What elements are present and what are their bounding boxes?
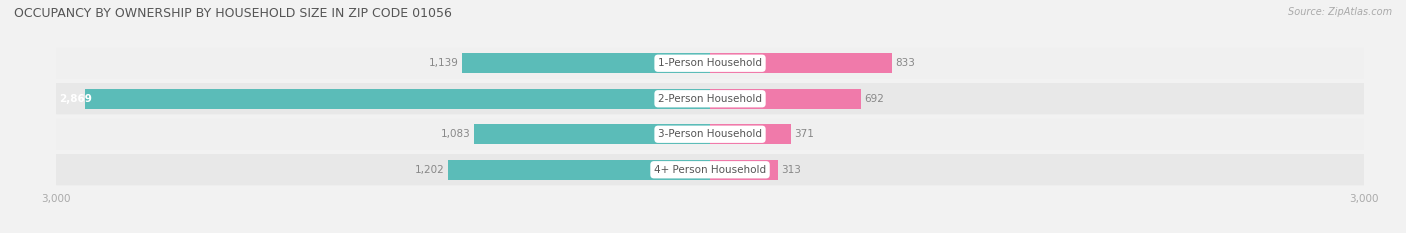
Bar [461, 54, 710, 73]
Text: 3-Person Household: 3-Person Household [658, 129, 762, 139]
Text: 692: 692 [865, 94, 884, 104]
FancyBboxPatch shape [56, 119, 1364, 150]
Bar [449, 160, 710, 179]
Text: OCCUPANCY BY OWNERSHIP BY HOUSEHOLD SIZE IN ZIP CODE 01056: OCCUPANCY BY OWNERSHIP BY HOUSEHOLD SIZE… [14, 7, 451, 20]
FancyBboxPatch shape [56, 48, 1364, 79]
Bar [710, 160, 779, 179]
Bar [56, 83, 1364, 114]
Text: 1,202: 1,202 [415, 165, 444, 175]
FancyBboxPatch shape [56, 83, 1364, 114]
Text: Source: ZipAtlas.com: Source: ZipAtlas.com [1288, 7, 1392, 17]
Text: 313: 313 [782, 165, 801, 175]
Text: 1,083: 1,083 [441, 129, 471, 139]
Bar [474, 124, 710, 144]
Bar [710, 124, 792, 144]
Text: 1,139: 1,139 [429, 58, 458, 68]
Text: 833: 833 [894, 58, 915, 68]
FancyBboxPatch shape [56, 154, 1364, 185]
Bar [84, 89, 710, 109]
Text: 1-Person Household: 1-Person Household [658, 58, 762, 68]
Bar [56, 48, 1364, 79]
Bar [710, 54, 891, 73]
Text: 371: 371 [794, 129, 814, 139]
Bar [56, 119, 1364, 150]
Text: 2,869: 2,869 [59, 94, 93, 104]
Bar [56, 154, 1364, 185]
Bar [710, 89, 860, 109]
Text: 2-Person Household: 2-Person Household [658, 94, 762, 104]
Text: 4+ Person Household: 4+ Person Household [654, 165, 766, 175]
